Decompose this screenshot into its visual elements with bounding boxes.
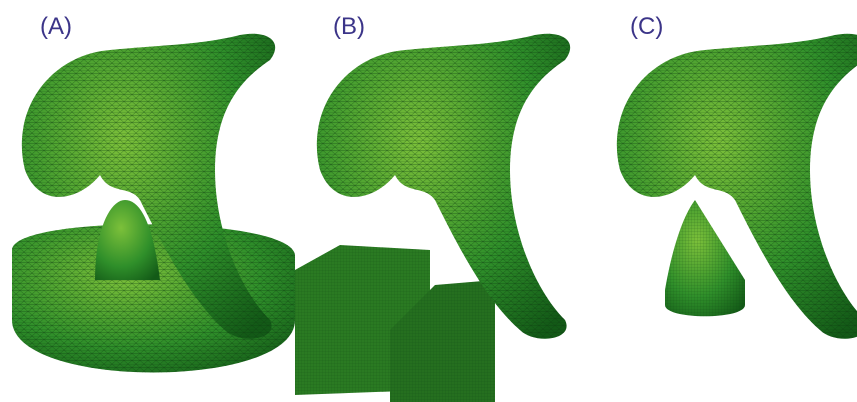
panel-b: (B): [295, 13, 571, 402]
panel-c: (C): [616, 13, 857, 339]
panel-label: (A): [40, 13, 72, 40]
panel-label: (C): [630, 13, 663, 40]
stem-mesh: [665, 200, 745, 317]
block-right-mesh: [390, 280, 495, 402]
panel-a: (A): [12, 13, 295, 373]
panel-label: (B): [333, 13, 365, 40]
post: [95, 200, 160, 280]
